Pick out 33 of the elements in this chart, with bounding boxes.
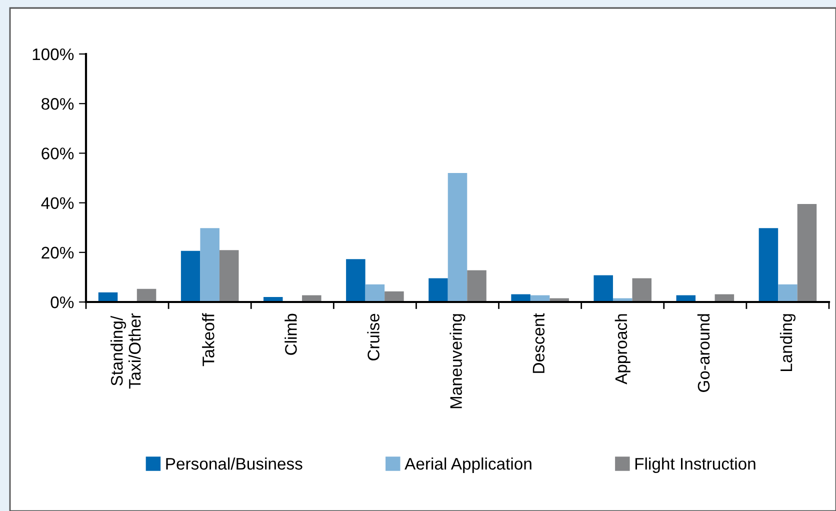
bar <box>180 250 200 302</box>
y-tick-label: 40% <box>41 197 74 210</box>
x-tick-label: Approach <box>614 314 630 384</box>
x-tick-label: Climb <box>284 314 297 355</box>
bar <box>448 173 468 302</box>
bar <box>346 259 366 302</box>
x-tick-label: Standing/ Taxi/Other <box>110 313 141 389</box>
legend-label: Personal/Business <box>166 457 302 470</box>
y-tick-label: 0% <box>50 296 74 308</box>
legend-label: Aerial Application <box>404 457 532 474</box>
x-tick-label: Go-around <box>697 314 710 392</box>
y-tick-label: 80% <box>42 98 74 110</box>
bar <box>632 278 652 302</box>
bar <box>219 250 239 302</box>
bar <box>384 291 404 302</box>
x-tick-label: Cruise <box>367 314 380 360</box>
bar <box>797 204 817 302</box>
legend-label: Flight Instruction <box>635 457 756 474</box>
x-tick-label: Takeoff <box>202 313 214 366</box>
x-tick-label: Maneuvering <box>450 314 466 408</box>
x-tick-label: Landing <box>780 314 796 372</box>
y-tick-label: 60% <box>42 148 74 160</box>
bar <box>778 284 798 302</box>
y-tick-label: 100% <box>32 48 74 60</box>
x-tick-label: Descent <box>532 313 545 373</box>
bar <box>467 270 486 302</box>
y-tick-label: 20% <box>42 246 74 259</box>
bar <box>758 228 778 302</box>
bar <box>428 278 448 302</box>
bar <box>200 228 220 302</box>
bar <box>365 284 385 302</box>
bar <box>136 288 156 302</box>
bar <box>594 275 613 302</box>
